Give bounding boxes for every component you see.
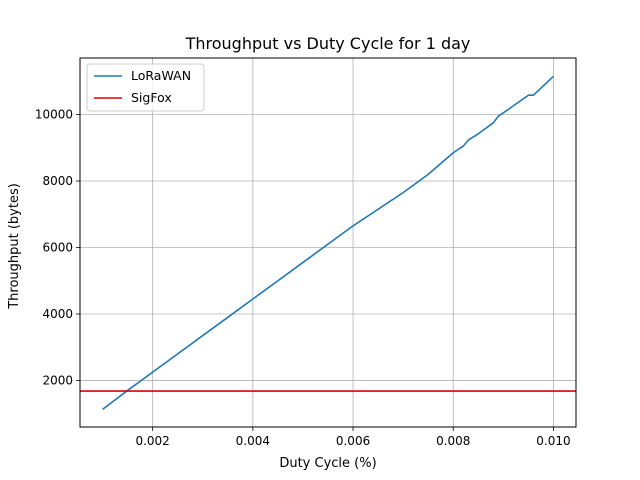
plot-series — [80, 75, 576, 411]
x-tick-label: 0.006 — [336, 434, 370, 448]
y-axis-label: Throughput (bytes) — [7, 183, 22, 310]
grid — [80, 58, 576, 427]
x-axis-label: Duty Cycle (%) — [279, 456, 376, 471]
chart-title: Throughput vs Duty Cycle for 1 day — [185, 34, 471, 53]
x-tick-label: 0.010 — [536, 434, 570, 448]
y-tick-label: 8000 — [42, 174, 73, 188]
legend-label-sigfox: SigFox — [131, 90, 172, 105]
axes-frame — [79, 57, 577, 428]
y-tick-label: 4000 — [42, 307, 73, 321]
y-tick-label: 10000 — [35, 108, 73, 122]
axis-ticks: 0.002 0.004 0.006 0.008 0.010 2000 4000 6000 800… — [35, 108, 571, 448]
x-tick-label: 0.004 — [236, 434, 270, 448]
y-tick-label: 2000 — [42, 373, 73, 387]
legend: LoRaWAN SigFox — [86, 63, 205, 112]
series-line-lorawan — [102, 75, 554, 411]
legend-label-lorawan: LoRaWAN — [131, 68, 191, 83]
y-tick-label: 6000 — [42, 240, 73, 254]
x-tick-label: 0.008 — [436, 434, 470, 448]
x-tick-label: 0.002 — [135, 434, 169, 448]
